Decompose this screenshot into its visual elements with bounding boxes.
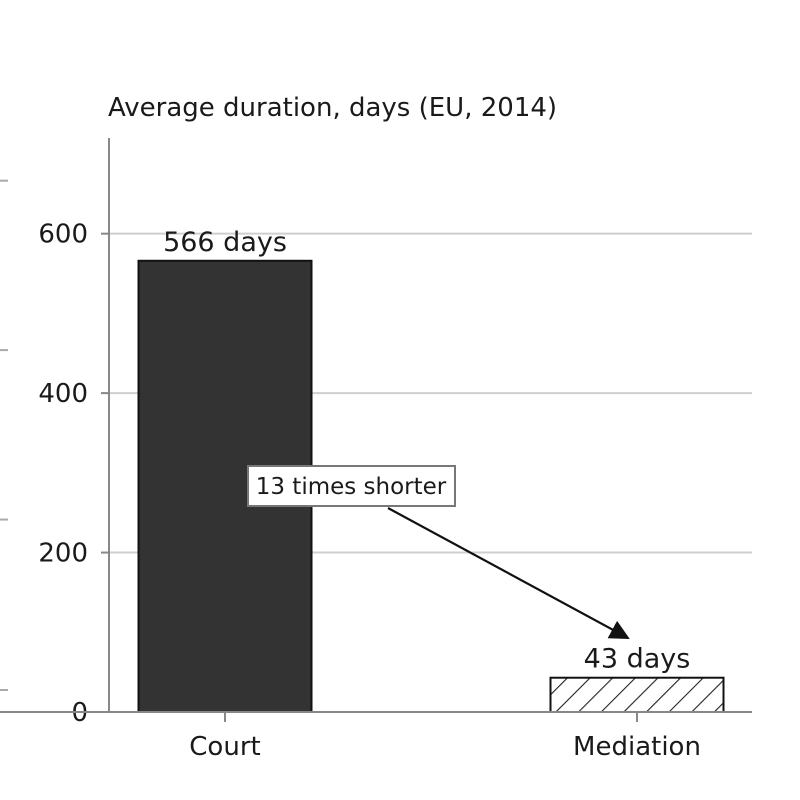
axes [0,138,752,722]
y-tick-label: 400 [38,379,88,409]
annotation-label: 13 times shorter [256,474,447,500]
y-tick-label: 600 [38,220,88,250]
x-tick-labels: Court Mediation [189,732,701,762]
value-labels: 566 days 43 days [163,227,690,675]
value-label-court: 566 days [163,227,287,258]
annotation: 13 times shorter [247,465,630,639]
x-tick-label-court: Court [189,732,260,762]
left-edge-ticks [0,179,8,691]
chart-title: Average duration, days (EU, 2014) [108,93,557,123]
annotation-box [247,465,456,507]
y-tick-label: 200 [38,539,88,569]
value-label-mediation: 43 days [584,644,691,675]
annotation-arrow [387,507,630,639]
x-tick-label-mediation: Mediation [573,732,701,762]
bar-mediation [549,676,725,713]
